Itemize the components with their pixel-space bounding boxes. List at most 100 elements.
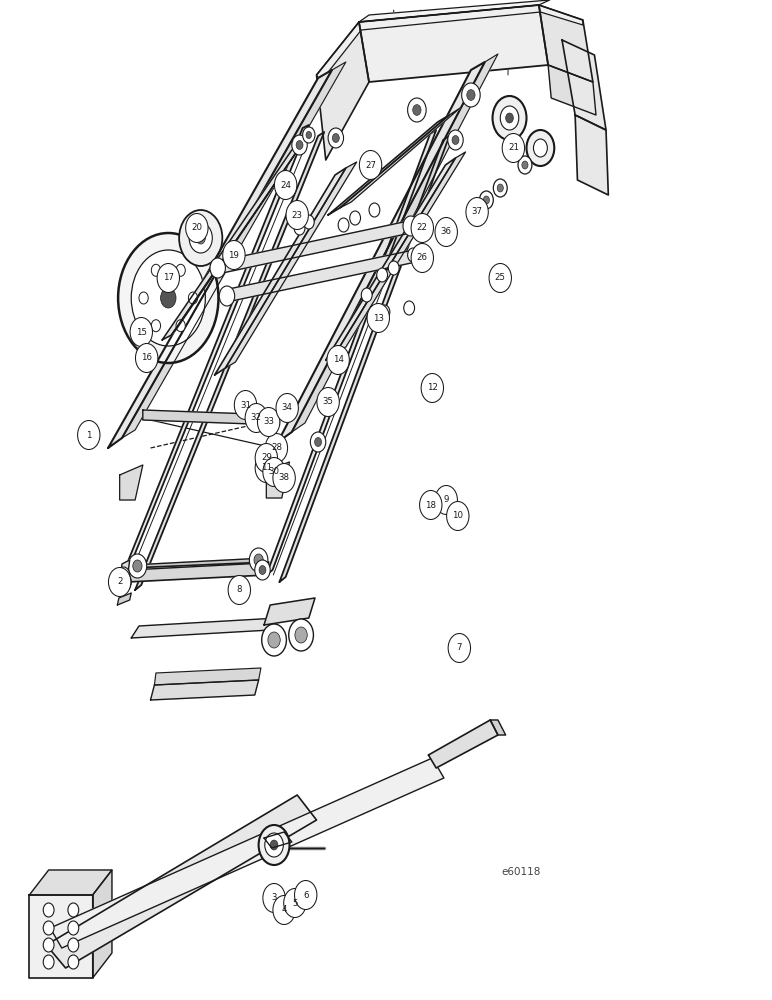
Circle shape	[68, 903, 79, 917]
Circle shape	[315, 438, 321, 446]
Polygon shape	[162, 145, 301, 340]
Circle shape	[131, 250, 205, 346]
Text: 28: 28	[271, 444, 282, 452]
Text: 30: 30	[269, 468, 279, 477]
Circle shape	[448, 634, 471, 662]
Polygon shape	[317, 5, 583, 82]
Text: 27: 27	[365, 160, 376, 169]
Polygon shape	[225, 162, 357, 368]
Circle shape	[245, 403, 268, 432]
Circle shape	[219, 286, 235, 306]
Circle shape	[332, 133, 340, 142]
Circle shape	[403, 216, 418, 236]
Circle shape	[306, 131, 312, 139]
Text: 24: 24	[280, 180, 291, 190]
Circle shape	[229, 575, 250, 604]
Circle shape	[189, 223, 212, 253]
Circle shape	[284, 889, 306, 918]
Text: 21: 21	[508, 143, 519, 152]
Polygon shape	[50, 758, 444, 948]
Polygon shape	[539, 5, 593, 82]
Circle shape	[117, 567, 130, 583]
Circle shape	[136, 344, 158, 372]
Circle shape	[411, 214, 434, 242]
Circle shape	[296, 140, 303, 149]
Polygon shape	[328, 115, 449, 215]
Circle shape	[527, 130, 554, 166]
Circle shape	[255, 560, 270, 580]
Circle shape	[303, 127, 315, 143]
Text: 3: 3	[271, 894, 277, 902]
Polygon shape	[575, 115, 608, 195]
Circle shape	[68, 921, 79, 935]
Circle shape	[500, 106, 519, 130]
Polygon shape	[143, 410, 279, 425]
Polygon shape	[292, 54, 498, 432]
Circle shape	[262, 884, 286, 912]
Text: 5: 5	[292, 899, 298, 908]
Circle shape	[310, 432, 326, 452]
Circle shape	[462, 83, 480, 107]
Circle shape	[489, 263, 512, 292]
Text: 13: 13	[373, 314, 384, 323]
Circle shape	[273, 896, 296, 924]
Text: 6: 6	[303, 891, 309, 900]
Polygon shape	[562, 40, 606, 130]
Circle shape	[128, 554, 147, 578]
Text: 25: 25	[495, 273, 506, 282]
Circle shape	[435, 486, 457, 514]
Circle shape	[435, 218, 457, 246]
Circle shape	[295, 881, 317, 910]
Polygon shape	[117, 593, 131, 605]
Polygon shape	[266, 462, 290, 498]
Polygon shape	[130, 558, 266, 570]
Circle shape	[420, 490, 442, 520]
Text: 4: 4	[281, 906, 287, 914]
Text: 2: 2	[117, 577, 123, 586]
Circle shape	[408, 248, 418, 262]
Polygon shape	[224, 248, 425, 302]
Circle shape	[413, 105, 421, 115]
Polygon shape	[264, 832, 292, 848]
Circle shape	[151, 264, 161, 276]
Text: 37: 37	[472, 208, 482, 217]
Circle shape	[161, 288, 176, 308]
Polygon shape	[29, 870, 112, 895]
Circle shape	[328, 128, 344, 148]
Circle shape	[483, 196, 489, 204]
Circle shape	[265, 833, 283, 857]
Circle shape	[188, 292, 198, 304]
Circle shape	[360, 150, 382, 180]
Polygon shape	[135, 132, 324, 590]
Text: 17: 17	[163, 273, 174, 282]
Circle shape	[255, 454, 278, 483]
Text: 26: 26	[417, 253, 428, 262]
Circle shape	[466, 198, 489, 227]
Circle shape	[176, 264, 185, 276]
Text: 8: 8	[236, 585, 242, 594]
Circle shape	[317, 387, 340, 416]
Circle shape	[533, 139, 547, 157]
Circle shape	[276, 393, 299, 422]
Circle shape	[43, 921, 54, 935]
Circle shape	[259, 565, 266, 574]
Polygon shape	[120, 125, 309, 582]
Circle shape	[157, 263, 179, 292]
Polygon shape	[120, 560, 130, 582]
Circle shape	[270, 840, 278, 850]
Circle shape	[338, 218, 349, 232]
Circle shape	[196, 232, 205, 244]
Polygon shape	[279, 136, 449, 582]
Circle shape	[452, 135, 459, 144]
Circle shape	[286, 200, 309, 230]
Circle shape	[369, 203, 380, 217]
Circle shape	[350, 211, 361, 225]
Circle shape	[518, 156, 532, 174]
Circle shape	[506, 113, 513, 123]
Circle shape	[448, 130, 463, 150]
Circle shape	[262, 624, 286, 656]
Polygon shape	[340, 108, 460, 208]
Polygon shape	[171, 140, 305, 335]
Text: 38: 38	[279, 474, 290, 483]
Text: 15: 15	[136, 328, 147, 337]
